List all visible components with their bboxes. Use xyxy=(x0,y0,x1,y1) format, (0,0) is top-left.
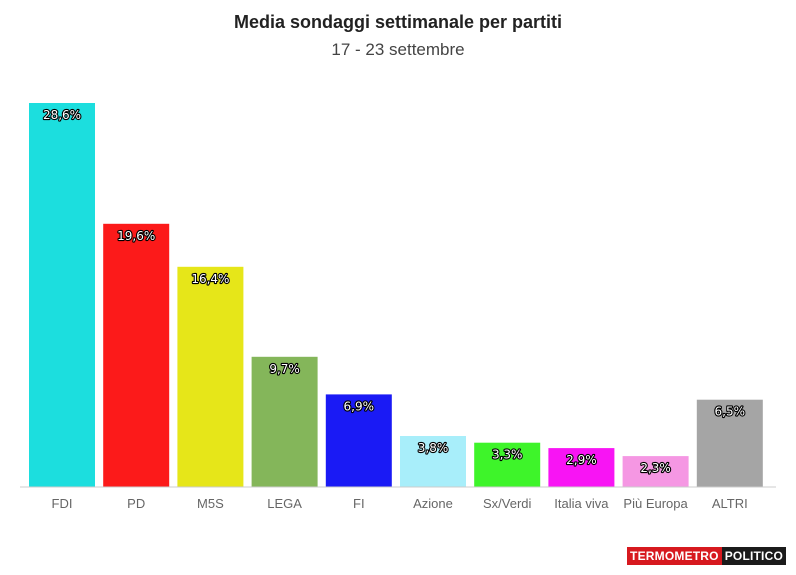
value-label: 2,3% xyxy=(640,461,671,475)
bar-pd xyxy=(103,223,170,488)
bar-m5s xyxy=(177,266,244,487)
value-label: 3,8% xyxy=(418,441,449,455)
value-label: 6,5% xyxy=(715,405,746,419)
bar-fi xyxy=(325,394,392,487)
chart-subtitle: 17 - 23 settembre xyxy=(331,40,465,59)
value-label: 6,9% xyxy=(344,399,375,413)
bar-italia-viva xyxy=(548,448,615,487)
logo-part-2: POLITICO xyxy=(721,547,786,565)
category-label: Azione xyxy=(413,496,453,511)
bar-pi-europa xyxy=(622,456,689,487)
bar-azione xyxy=(400,436,466,487)
value-label: 28,6% xyxy=(43,108,81,122)
value-label: 2,9% xyxy=(566,453,597,467)
category-label: Italia viva xyxy=(554,496,609,511)
bar-altri xyxy=(696,399,763,487)
bar-fdi xyxy=(29,103,95,487)
category-label: M5S xyxy=(197,496,224,511)
category-label: LEGA xyxy=(267,496,302,511)
category-label: FI xyxy=(353,496,365,511)
value-label: 19,6% xyxy=(117,229,155,243)
logo-part-1: TERMOMETRO xyxy=(627,547,722,565)
category-label: FDI xyxy=(52,496,73,511)
bar-lega xyxy=(251,356,318,487)
category-label: PD xyxy=(127,496,145,511)
chart-title: Media sondaggi settimanale per partiti xyxy=(233,12,563,32)
bar-sx-verdi xyxy=(474,442,541,487)
value-label: 9,7% xyxy=(269,362,300,376)
value-label: 3,3% xyxy=(492,448,523,462)
value-label: 16,4% xyxy=(191,272,229,286)
category-label: Più Europa xyxy=(623,496,688,511)
category-label: ALTRI xyxy=(712,496,748,511)
category-label: Sx/Verdi xyxy=(483,496,532,511)
termometro-politico-logo: TERMOMETRO POLITICO xyxy=(627,547,786,565)
